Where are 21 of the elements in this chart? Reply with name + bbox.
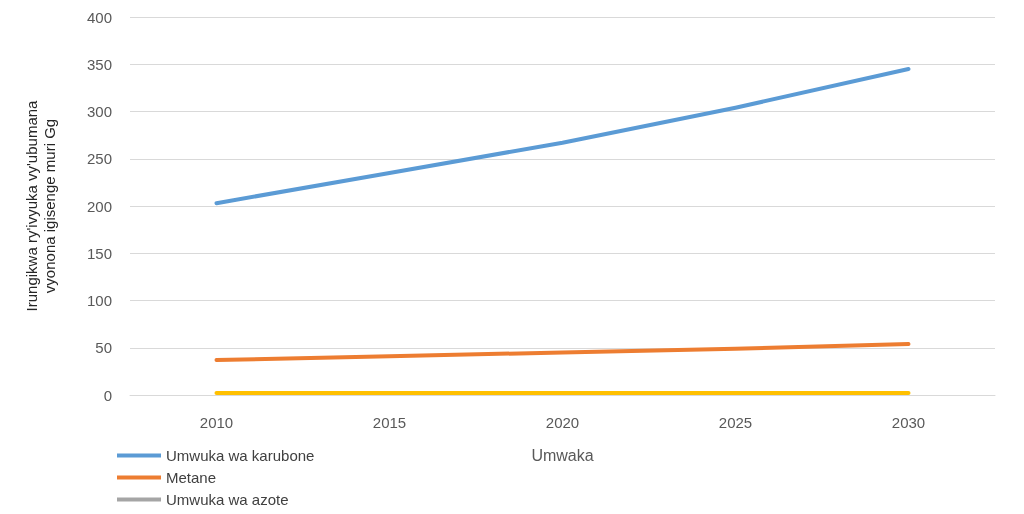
y-tick-label: 0 (103, 386, 112, 404)
x-tick-label: 2025 (718, 414, 753, 431)
y-tick-label: 250 (86, 150, 112, 168)
line-series (214, 341, 911, 363)
y-tick-label: 350 (86, 55, 112, 73)
legend-label: Umwuka wa karubone (166, 447, 315, 464)
y-tick-label: 150 (86, 244, 112, 262)
x-tick-label: 2015 (372, 414, 407, 431)
x-tick-label: 2030 (891, 414, 926, 431)
legend-label: Umwuka wa azote (166, 491, 289, 508)
y-tick-label: 400 (86, 8, 112, 26)
y-tick-label: 200 (86, 197, 112, 215)
x-axis-title: Umwaka (531, 446, 594, 464)
x-tick-label: 2010 (199, 414, 234, 431)
x-tick-label: 2020 (545, 414, 580, 431)
y-tick-label: 300 (86, 103, 112, 120)
y-tick-label: 100 (86, 292, 112, 309)
line-series (214, 66, 911, 206)
y-tick-label: 50 (95, 339, 112, 357)
y-axis-title: Irungikwa ry'ivyuka vy'ubumana vyonona igisenge muri Gg (22, 99, 58, 312)
legend-label: Metane (166, 469, 217, 486)
